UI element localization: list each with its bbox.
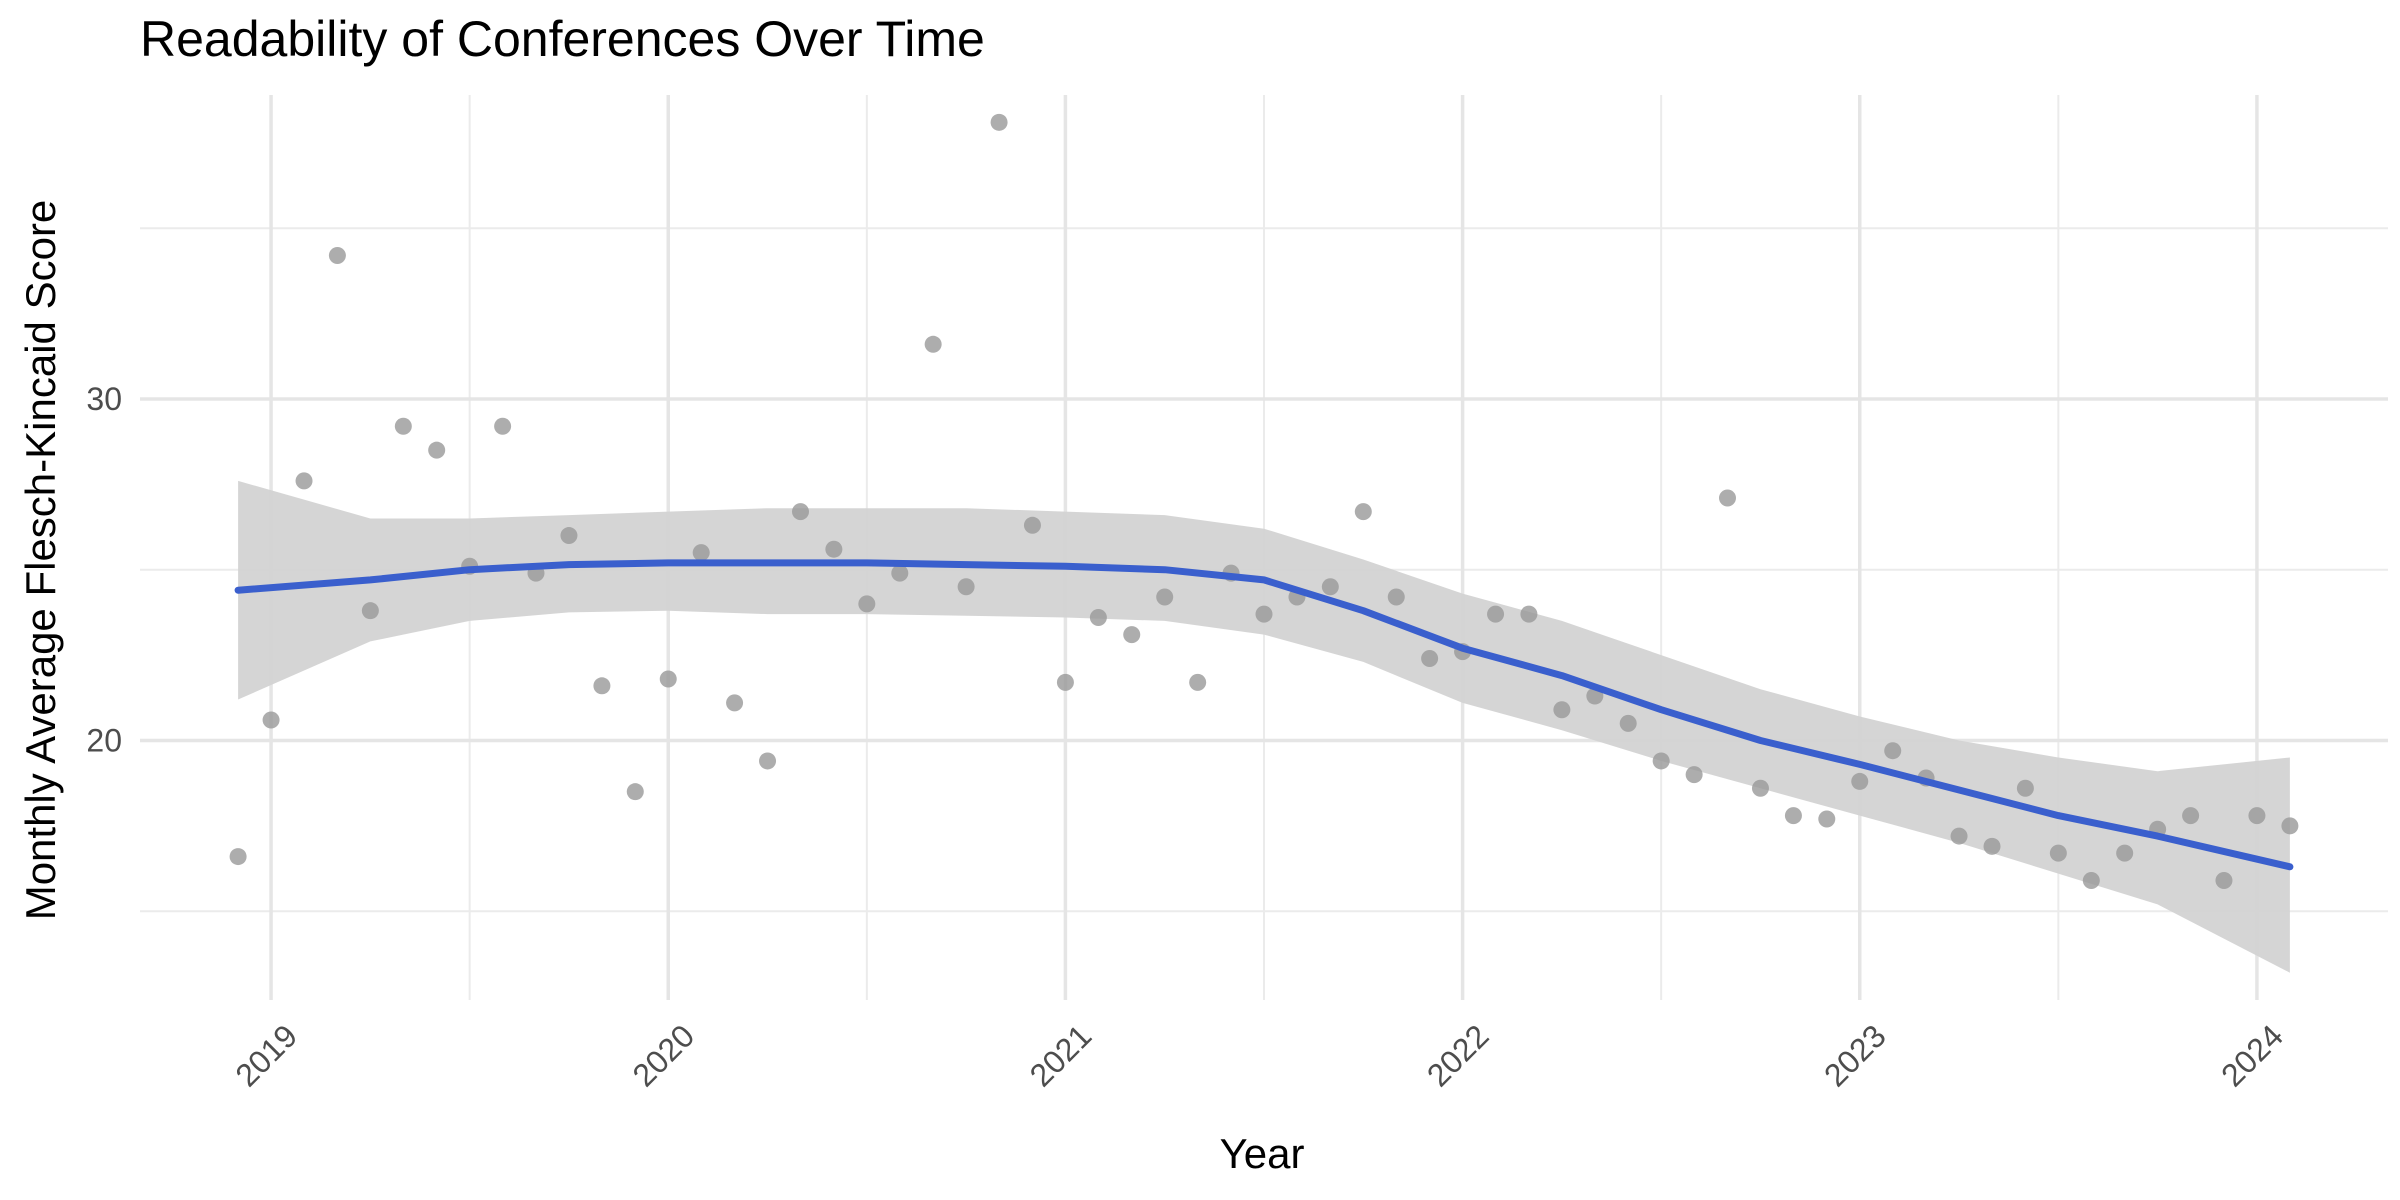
data-point <box>2116 844 2134 862</box>
data-point <box>2082 871 2100 889</box>
data-point <box>1619 714 1637 732</box>
data-point <box>1751 779 1769 797</box>
data-point <box>957 578 975 596</box>
data-point <box>1520 605 1538 623</box>
trend-line <box>234 559 2294 871</box>
data-point <box>1056 673 1074 691</box>
data-point <box>1784 807 1802 825</box>
data-point <box>1189 673 1207 691</box>
data-point <box>1387 588 1405 606</box>
data-point <box>1089 609 1107 627</box>
data-point <box>1719 489 1737 507</box>
data-point <box>858 595 876 613</box>
tick-layer: 20 30 2019 2020 2021 2022 2023 2024 <box>86 381 2290 1093</box>
x-tick-label: 2023 <box>1817 1018 1893 1094</box>
data-point <box>692 544 710 562</box>
data-point <box>1156 588 1174 606</box>
data-point <box>2016 779 2034 797</box>
data-point <box>394 417 412 435</box>
y-tick-label: 20 <box>86 722 122 758</box>
data-point <box>990 113 1008 131</box>
data-point <box>428 441 446 459</box>
data-point <box>1421 649 1439 667</box>
data-point <box>1354 503 1372 521</box>
data-point <box>1884 742 1902 760</box>
data-point <box>1685 766 1703 784</box>
data-point <box>759 752 777 770</box>
data-point <box>328 247 346 265</box>
data-point <box>2049 844 2067 862</box>
data-point <box>726 694 744 712</box>
x-tick-label: 2021 <box>1023 1018 1099 1094</box>
points-layer <box>229 113 2299 889</box>
data-point <box>1950 827 1968 845</box>
x-tick-label: 2020 <box>625 1018 701 1094</box>
data-point <box>1983 837 2001 855</box>
data-point <box>1652 752 1670 770</box>
data-point <box>1553 701 1571 719</box>
data-point <box>1321 578 1339 596</box>
data-point <box>1023 516 1041 534</box>
data-point <box>2281 817 2299 835</box>
y-axis-title: Monthly Average Flesch-Kincaid Score <box>17 200 64 921</box>
data-point <box>891 564 909 582</box>
data-point <box>2182 807 2200 825</box>
data-point <box>659 670 677 688</box>
data-point <box>626 783 644 801</box>
x-axis-title: Year <box>1220 1130 1305 1177</box>
data-point <box>1851 772 1869 790</box>
data-point <box>1818 810 1836 828</box>
confidence-band <box>238 480 2290 973</box>
data-point <box>1255 605 1273 623</box>
data-point <box>825 540 843 558</box>
x-tick-label: 2022 <box>1420 1018 1496 1094</box>
data-point <box>593 677 611 695</box>
data-point <box>560 527 578 545</box>
data-point <box>295 472 313 490</box>
x-tick-label: 2024 <box>2214 1018 2290 1094</box>
x-tick-label: 2019 <box>228 1018 304 1094</box>
data-point <box>2215 871 2233 889</box>
data-point <box>1487 605 1505 623</box>
data-point <box>2248 807 2266 825</box>
chart-title: Readability of Conferences Over Time <box>140 11 985 67</box>
data-point <box>361 602 379 620</box>
y-tick-label: 30 <box>86 381 122 417</box>
data-point <box>262 711 280 729</box>
data-point <box>229 848 247 866</box>
data-point <box>924 335 942 353</box>
data-point <box>494 417 512 435</box>
data-point <box>1123 626 1141 644</box>
data-point <box>791 503 809 521</box>
